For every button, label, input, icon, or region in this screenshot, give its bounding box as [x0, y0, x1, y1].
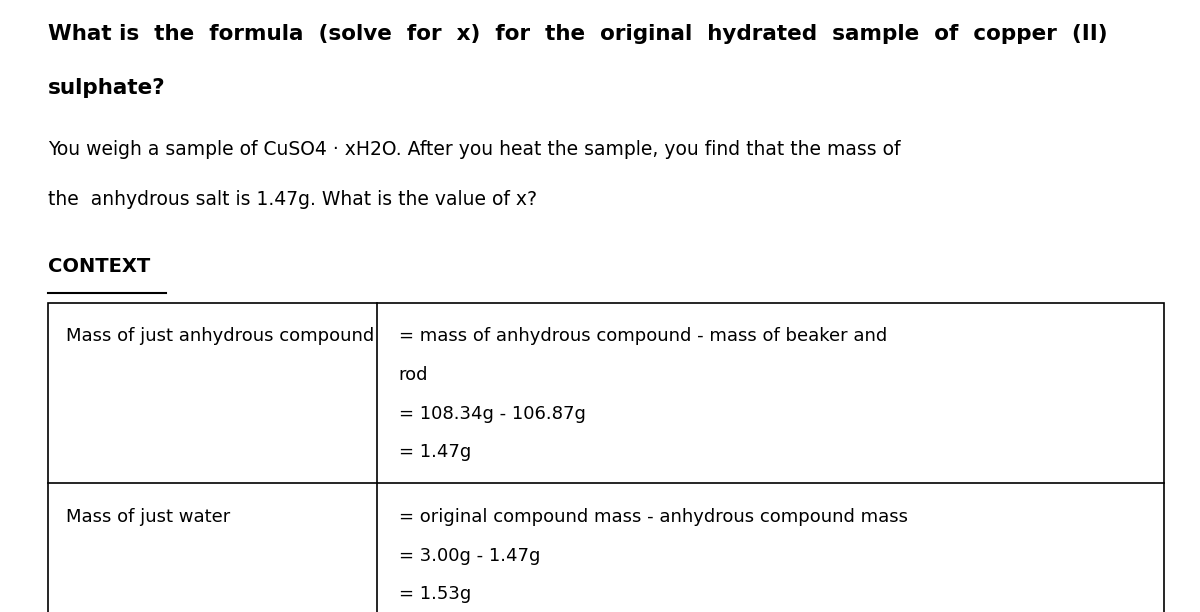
Text: = 1.47g: = 1.47g [398, 443, 472, 461]
Text: Mass of just anhydrous compound: Mass of just anhydrous compound [66, 327, 374, 345]
Text: = 3.00g - 1.47g: = 3.00g - 1.47g [398, 547, 540, 564]
Bar [48, 303, 1164, 612]
Text: the  anhydrous salt is 1.47g. What is the value of x?: the anhydrous salt is 1.47g. What is the… [48, 190, 538, 209]
Text: = 108.34g - 106.87g: = 108.34g - 106.87g [398, 405, 586, 422]
Text: You weigh a sample of CuSO4 · xH2O. After you heat the sample, you find that the: You weigh a sample of CuSO4 · xH2O. Afte… [48, 140, 900, 159]
Text: Mass of just water: Mass of just water [66, 508, 230, 526]
Text: = original compound mass - anhydrous compound mass: = original compound mass - anhydrous com… [398, 508, 908, 526]
Text: sulphate?: sulphate? [48, 78, 166, 99]
Text: What is  the  formula  (solve  for  x)  for  the  original  hydrated  sample  of: What is the formula (solve for x) for th… [48, 24, 1108, 45]
Text: CONTEXT: CONTEXT [48, 257, 150, 276]
Text: = mass of anhydrous compound - mass of beaker and: = mass of anhydrous compound - mass of b… [398, 327, 887, 345]
Text: rod: rod [398, 366, 428, 384]
Text: = 1.53g: = 1.53g [398, 585, 472, 603]
